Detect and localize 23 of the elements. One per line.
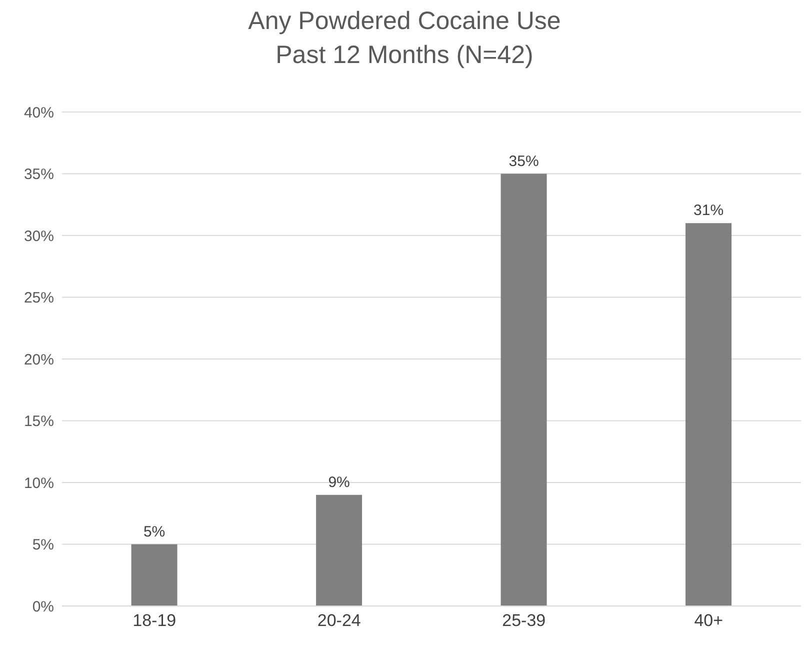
bar — [131, 544, 178, 606]
data-label: 5% — [143, 523, 166, 540]
bar — [316, 494, 362, 606]
chart-title: Any Powdered Cocaine Use — [247, 6, 562, 37]
x-tick-label: 40+ — [694, 611, 724, 630]
y-tick-label: 30% — [24, 228, 54, 245]
data-label: 9% — [328, 474, 350, 491]
y-tick-label: 5% — [32, 536, 54, 554]
y-tick-label: 40% — [24, 104, 54, 122]
x-tick-label: 18-19 — [132, 611, 176, 630]
chart-subtitle: Past 12 Months (N=42) — [274, 40, 534, 71]
y-tick-label: 25% — [24, 290, 54, 307]
data-label: 35% — [508, 152, 539, 170]
y-tick-label: 0% — [32, 598, 54, 616]
y-tick-label: 20% — [24, 351, 54, 368]
y-tick-label: 15% — [24, 413, 54, 430]
bar — [500, 174, 547, 606]
x-tick-label: 20-24 — [317, 611, 361, 630]
data-label: 31% — [694, 202, 724, 220]
y-tick-label: 10% — [24, 474, 54, 492]
bar — [686, 223, 732, 606]
x-tick-label: 25-39 — [502, 611, 546, 630]
y-tick-label: 35% — [24, 166, 54, 184]
